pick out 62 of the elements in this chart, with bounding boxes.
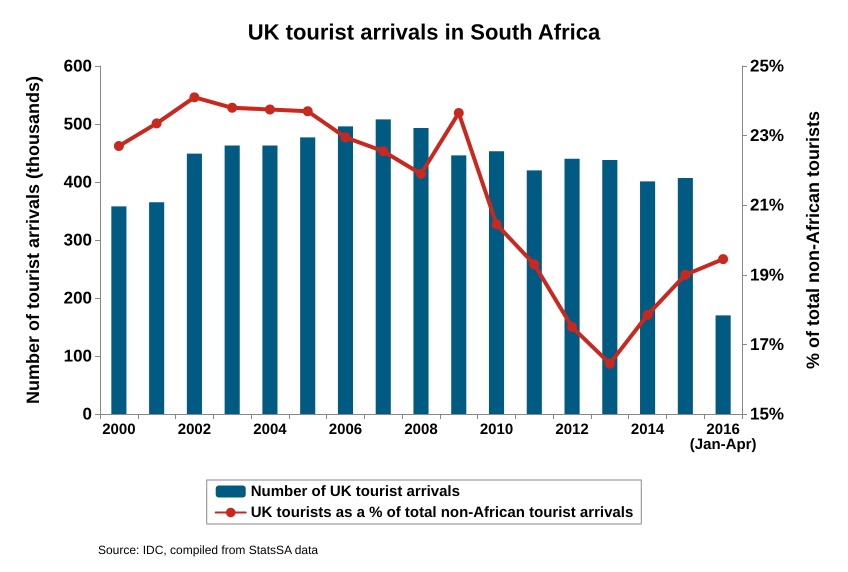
bar — [564, 158, 580, 414]
x-tick-label: 2004 — [253, 421, 288, 438]
y2-tick-label: 19% — [750, 265, 784, 284]
bar — [488, 151, 504, 414]
point — [492, 219, 502, 230]
y-tick-label: 500 — [64, 114, 92, 134]
bar — [149, 202, 164, 414]
x-tick-label: 2010 — [480, 421, 514, 438]
point — [416, 168, 426, 179]
bar — [224, 145, 240, 414]
bar — [186, 154, 202, 414]
x-tick-label: 2008 — [404, 421, 438, 438]
y-axis-title: Number of tourist arrivals (thousands) — [23, 76, 43, 404]
y-tick-label: 300 — [64, 230, 92, 250]
bar — [526, 170, 542, 414]
y-tick-label: 600 — [64, 56, 92, 76]
y2-tick-label: 21% — [750, 196, 784, 215]
bar — [376, 119, 391, 414]
bar — [111, 206, 126, 414]
point — [189, 92, 200, 102]
bar — [678, 178, 693, 414]
bar — [451, 155, 466, 414]
point — [152, 118, 162, 128]
y2-tick-label: 23% — [750, 126, 784, 146]
y2-axis-title: % of total non-African tourists — [803, 111, 823, 369]
bar — [602, 160, 618, 414]
bar — [262, 145, 278, 414]
point — [529, 259, 540, 270]
y2-tick-label: 15% — [750, 404, 784, 424]
bar — [338, 126, 354, 414]
y2-tick-label: 25% — [750, 56, 784, 76]
source-note: Source: IDC, compiled from StatsSA data — [98, 543, 318, 557]
point — [302, 106, 313, 116]
x-tick-label: 2006 — [328, 421, 362, 438]
legend-label: Number of UK tourist arrivals — [250, 483, 460, 500]
y-tick-label: 0 — [82, 404, 92, 424]
point — [227, 102, 238, 113]
point — [718, 254, 728, 264]
x-tick-label: 2016 (Jan-Apr) — [690, 421, 756, 453]
point — [604, 358, 615, 369]
x-tick-label: 2002 — [178, 421, 212, 438]
bar — [640, 181, 656, 414]
point — [340, 132, 350, 142]
y2-tick-label: 17% — [750, 334, 784, 354]
bar — [413, 128, 429, 414]
x-tick-label: 2012 — [555, 421, 589, 438]
y-tick-label: 400 — [64, 172, 92, 192]
chart-title: UK tourist arrivals in South Africa — [248, 20, 601, 44]
point — [114, 141, 124, 152]
point — [264, 104, 275, 114]
point — [567, 322, 578, 332]
point — [642, 310, 653, 320]
point — [454, 108, 464, 118]
y-tick-label: 200 — [64, 288, 92, 308]
point — [378, 146, 388, 156]
bar — [716, 315, 731, 414]
bar — [300, 137, 316, 414]
x-tick-label: 2014 — [630, 421, 665, 438]
point — [680, 270, 690, 280]
legend-label: UK tourists as a % of total non-African tourist arrivals — [250, 504, 634, 521]
x-tick-label: 2000 — [102, 421, 136, 438]
y-tick-label: 100 — [64, 346, 92, 366]
